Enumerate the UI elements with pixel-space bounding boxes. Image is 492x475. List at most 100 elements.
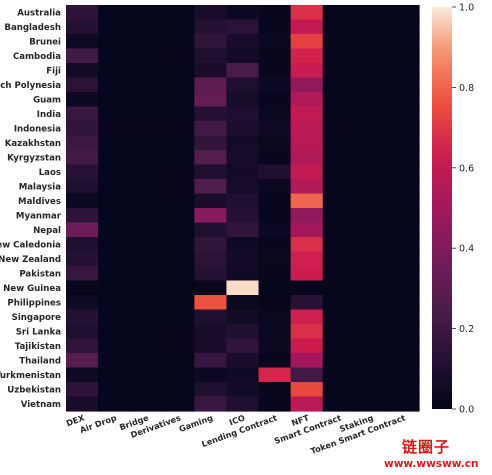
heatmap-cell <box>226 179 260 195</box>
heatmap-cell <box>386 396 420 412</box>
heatmap-cell <box>98 106 131 122</box>
heatmap-cell <box>98 280 131 296</box>
heatmap-cell <box>226 382 260 398</box>
colorbar <box>432 7 452 409</box>
heatmap-cell <box>290 150 324 166</box>
heatmap-cell <box>322 222 356 238</box>
heatmap-cell <box>130 121 163 137</box>
heatmap-cell <box>194 193 228 209</box>
heatmap-cell <box>354 396 388 412</box>
heatmap-cell <box>258 251 292 267</box>
heatmap-cell <box>386 222 420 238</box>
heatmap-cell <box>66 353 99 369</box>
heatmap-cell <box>354 19 388 35</box>
heatmap-cell <box>354 295 388 311</box>
heatmap-cell <box>322 396 356 412</box>
heatmap-cell <box>194 295 228 311</box>
colorbar-tick-label: 0.4 <box>459 244 474 255</box>
heatmap-cell <box>162 150 195 166</box>
row-label: Thailand <box>19 356 61 366</box>
heatmap-cell <box>322 34 356 50</box>
heatmap-cell <box>98 150 131 166</box>
row-label: Myanmar <box>16 211 62 221</box>
heatmap-cell <box>386 164 420 180</box>
heatmap-cell <box>130 164 163 180</box>
colorbar-tick-label: 0.8 <box>459 83 474 94</box>
heatmap-cell <box>130 179 163 195</box>
heatmap-cell <box>322 353 356 369</box>
heatmap-cell <box>354 324 388 340</box>
heatmap-cell <box>354 135 388 151</box>
heatmap-cell <box>290 135 324 151</box>
heatmap-cell <box>130 251 163 267</box>
heatmap-cell <box>386 338 420 354</box>
heatmap-cell <box>290 280 324 296</box>
heatmap-cell <box>98 222 131 238</box>
heatmap-cell <box>98 193 131 209</box>
heatmap-cell <box>226 63 260 79</box>
heatmap-cell <box>130 237 163 253</box>
heatmap-cell <box>130 34 163 50</box>
heatmap-cell <box>258 63 292 79</box>
row-label: Guam <box>33 95 61 105</box>
heatmap-cell <box>98 48 131 64</box>
heatmap-cell <box>258 208 292 224</box>
heatmap-cell <box>290 164 324 180</box>
heatmap-cell <box>354 367 388 383</box>
heatmap-cell <box>354 106 388 122</box>
heatmap-cell <box>162 121 195 137</box>
heatmap-cell <box>130 48 163 64</box>
heatmap-cell <box>386 208 420 224</box>
heatmap-cell <box>194 121 228 137</box>
heatmap-cell <box>322 77 356 93</box>
row-label: Uzbekistan <box>7 385 61 395</box>
heatmap-cell <box>98 382 131 398</box>
heatmap-cell <box>290 309 324 325</box>
heatmap-cell <box>322 106 356 122</box>
heatmap-cell <box>162 295 195 311</box>
heatmap-cell <box>290 77 324 93</box>
heatmap-cell <box>66 396 99 412</box>
heatmap-cell <box>322 382 356 398</box>
heatmap-cell <box>98 251 131 267</box>
colorbar-ticks: 0.0 0.2 0.4 0.6 0.8 1.0 <box>452 3 474 416</box>
heatmap-cell <box>130 19 163 35</box>
heatmap-cell <box>66 19 99 35</box>
heatmap-cell <box>194 266 228 282</box>
heatmap-cell <box>386 280 420 296</box>
heatmap-cell <box>386 150 420 166</box>
heatmap-cell <box>290 324 324 340</box>
heatmap-cell <box>290 34 324 50</box>
heatmap-cell <box>194 135 228 151</box>
row-label: Brunei <box>29 37 61 47</box>
heatmap-cell <box>290 237 324 253</box>
heatmap-cell <box>226 251 260 267</box>
heatmap-cell <box>98 367 131 383</box>
heatmap-cell <box>162 222 195 238</box>
heatmap-cell <box>322 135 356 151</box>
heatmap-cell <box>98 237 131 253</box>
heatmap-cell <box>354 179 388 195</box>
heatmap-cell <box>290 295 324 311</box>
heatmap-cell <box>258 324 292 340</box>
heatmap-cell <box>194 251 228 267</box>
heatmap-cell <box>226 309 260 325</box>
heatmap-cell <box>162 251 195 267</box>
heatmap-cell <box>98 295 131 311</box>
row-label: Cambodia <box>13 52 61 62</box>
heatmap-cell <box>386 382 420 398</box>
heatmap-cell <box>354 237 388 253</box>
heatmap-cell <box>354 121 388 137</box>
heatmap-cell <box>290 208 324 224</box>
heatmap-cell <box>354 266 388 282</box>
heatmap-cell <box>162 19 195 35</box>
heatmap-cell <box>130 280 163 296</box>
heatmap-cell <box>162 164 195 180</box>
heatmap-cell <box>194 338 228 354</box>
heatmap-cell <box>162 382 195 398</box>
heatmap-cell <box>162 63 195 79</box>
heatmap-cell <box>66 280 99 296</box>
heatmap-cell <box>290 48 324 64</box>
heatmap-cell <box>226 353 260 369</box>
heatmap-cell <box>322 63 356 79</box>
